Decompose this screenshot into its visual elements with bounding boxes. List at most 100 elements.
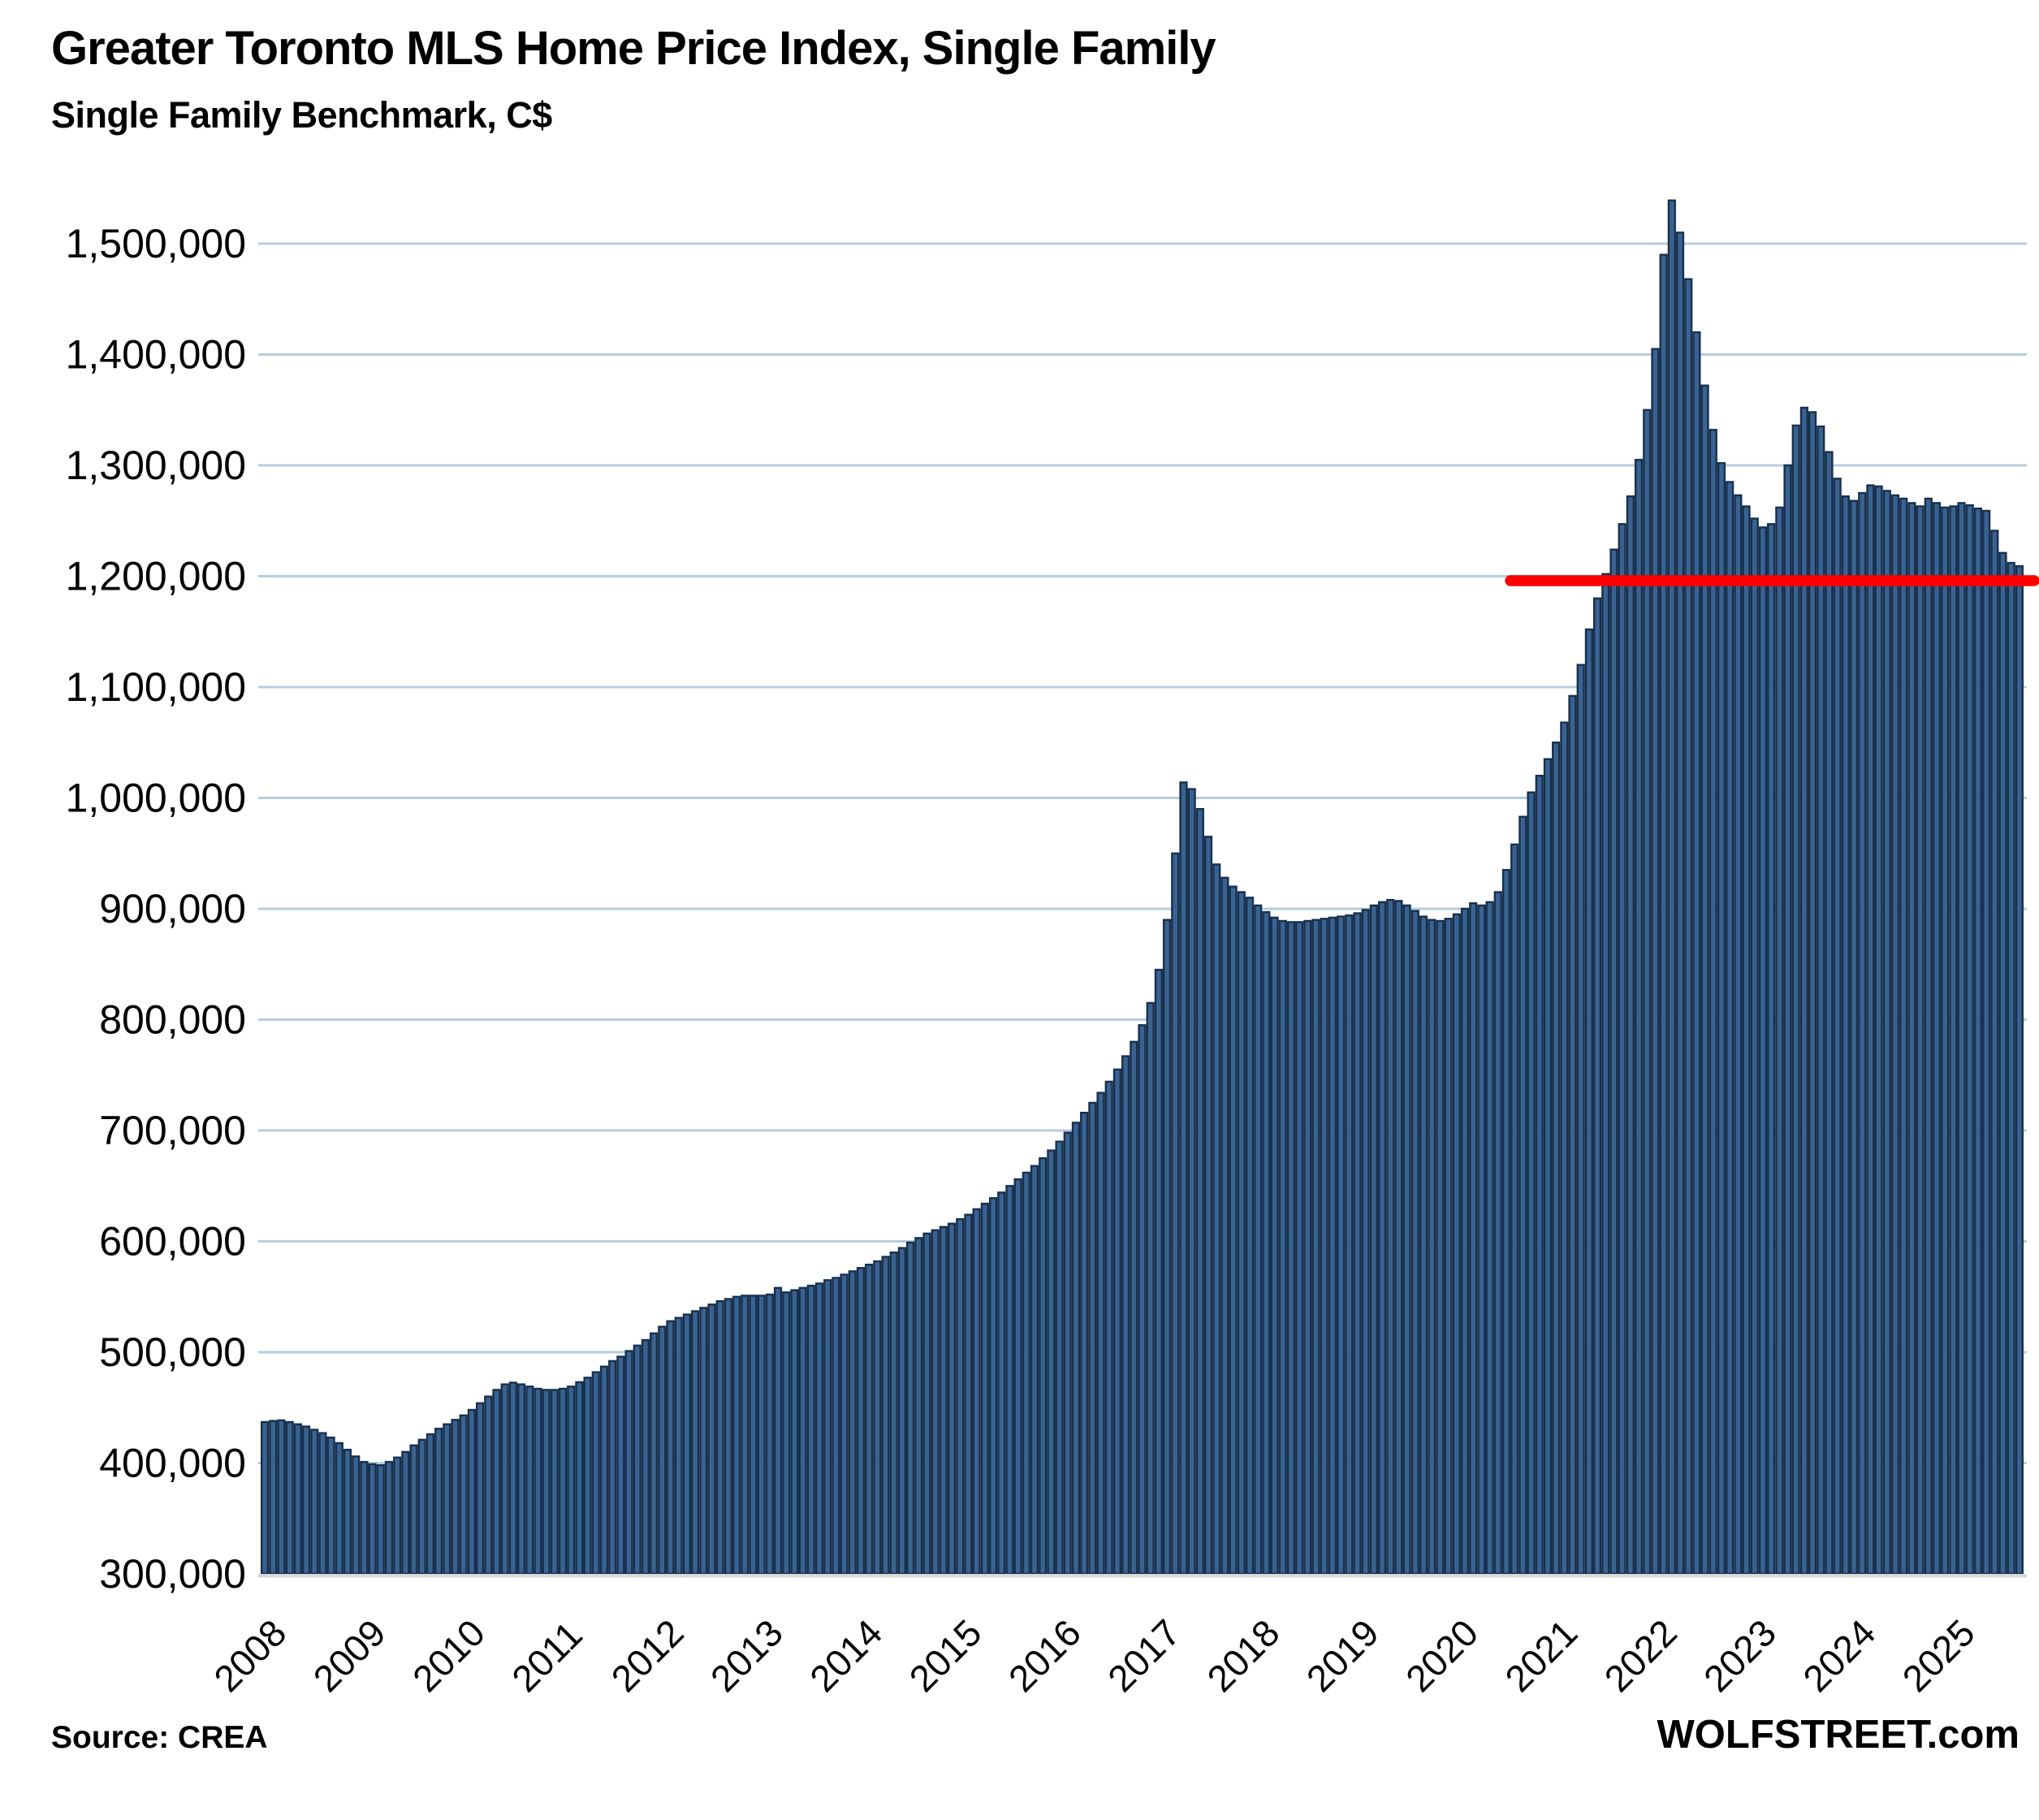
bar-2009-12 xyxy=(451,1419,460,1576)
bar-2017-11 xyxy=(1237,891,1246,1576)
bar-2023-06 xyxy=(1791,424,1800,1576)
bar-2024-08 xyxy=(1907,502,1916,1576)
bar-2022-09 xyxy=(1717,462,1726,1576)
bar-2008-01 xyxy=(261,1420,270,1576)
bar-2016-11 xyxy=(1138,1024,1147,1576)
y-tick-300000: 300,000 xyxy=(99,1551,246,1597)
bar-2008-10 xyxy=(335,1442,343,1576)
bar-2020-11 xyxy=(1535,775,1544,1576)
bar-2008-06 xyxy=(301,1425,311,1576)
bar-2025-08 xyxy=(2007,561,2015,1576)
bar-2024-06 xyxy=(1890,494,1900,1576)
bar-2020-02 xyxy=(1460,907,1470,1576)
bar-2019-03 xyxy=(1369,904,1378,1576)
bar-2024-01 xyxy=(1849,499,1859,1576)
y-tick-700000: 700,000 xyxy=(99,1108,246,1153)
bar-2014-02 xyxy=(865,1263,874,1576)
bar-2020-07 xyxy=(1501,868,1511,1576)
bar-2024-02 xyxy=(1858,491,1867,1576)
bar-2008-09 xyxy=(326,1436,335,1576)
bar-2025-04 xyxy=(1973,508,1983,1576)
bar-2015-03 xyxy=(972,1208,981,1576)
bar-2009-09 xyxy=(426,1433,435,1576)
chart-title: Greater Toronto MLS Home Price Index, Si… xyxy=(51,22,1216,75)
bar-2017-03 xyxy=(1171,852,1180,1576)
source-label: Source: CREA xyxy=(51,1720,268,1755)
bar-2021-11 xyxy=(1634,459,1644,1576)
bar-2008-08 xyxy=(318,1432,327,1576)
bar-2016-10 xyxy=(1130,1040,1138,1576)
y-tick-900000: 900,000 xyxy=(99,886,246,932)
bar-2017-07 xyxy=(1203,836,1213,1576)
bar-2012-06 xyxy=(699,1307,708,1576)
bar-2012-04 xyxy=(682,1313,692,1576)
bar-2015-11 xyxy=(1039,1156,1048,1576)
bar-2013-04 xyxy=(782,1291,791,1576)
x-tick-2014: 2014 xyxy=(801,1611,890,1700)
x-tick-2019: 2019 xyxy=(1298,1611,1387,1700)
bar-2022-04 xyxy=(1675,231,1685,1576)
bar-2015-07 xyxy=(1005,1185,1014,1576)
bar-2019-11 xyxy=(1436,919,1445,1576)
bar-2025-07 xyxy=(1998,551,2007,1576)
x-axis-line xyxy=(258,1574,2027,1578)
x-tick-2009: 2009 xyxy=(305,1611,394,1700)
bar-2020-04 xyxy=(1477,904,1486,1576)
bar-2021-08 xyxy=(1609,548,1618,1576)
bar-2009-06 xyxy=(401,1450,410,1576)
bar-2022-08 xyxy=(1709,429,1717,1576)
bar-2010-06 xyxy=(500,1383,509,1576)
bar-2014-09 xyxy=(922,1232,931,1576)
bar-2025-02 xyxy=(1957,502,1966,1576)
bar-2021-06 xyxy=(1592,597,1602,1576)
bar-2021-01 xyxy=(1552,741,1561,1576)
bar-2012-08 xyxy=(715,1299,724,1576)
x-tick-2016: 2016 xyxy=(1000,1611,1089,1700)
bar-2013-10 xyxy=(832,1277,840,1576)
bar-2009-03 xyxy=(376,1463,385,1576)
bar-2011-11 xyxy=(641,1338,650,1576)
bar-2022-12 xyxy=(1742,505,1751,1576)
bar-2016-08 xyxy=(1112,1068,1122,1576)
bar-2012-02 xyxy=(666,1320,675,1576)
x-tick-2024: 2024 xyxy=(1795,1611,1883,1700)
bar-2011-12 xyxy=(650,1332,659,1576)
bar-2022-11 xyxy=(1734,494,1743,1576)
bar-2019-06 xyxy=(1394,900,1403,1576)
bar-2020-09 xyxy=(1518,815,1527,1576)
x-tick-2015: 2015 xyxy=(901,1611,990,1700)
bar-2008-07 xyxy=(310,1429,319,1576)
bar-2018-02 xyxy=(1262,910,1271,1576)
bar-2018-05 xyxy=(1286,921,1296,1576)
bar-2025-05 xyxy=(1982,509,1991,1576)
x-tick-2017: 2017 xyxy=(1099,1611,1188,1700)
x-tick-2008: 2008 xyxy=(205,1611,294,1700)
bar-2023-02 xyxy=(1758,526,1768,1576)
bar-2023-08 xyxy=(1808,411,1817,1576)
bar-2016-03 xyxy=(1071,1122,1081,1576)
bar-2020-06 xyxy=(1493,891,1502,1576)
bar-2014-11 xyxy=(939,1226,948,1576)
bar-2011-02 xyxy=(567,1386,576,1576)
y-tick-400000: 400,000 xyxy=(99,1441,246,1486)
y-tick-1400000: 1,400,000 xyxy=(66,332,246,378)
bar-2023-04 xyxy=(1775,506,1784,1576)
bar-2015-09 xyxy=(1022,1171,1030,1576)
bar-2024-05 xyxy=(1882,490,1891,1576)
bar-2008-02 xyxy=(269,1420,278,1576)
bar-2022-07 xyxy=(1700,384,1709,1576)
bar-2021-07 xyxy=(1601,573,1610,1576)
bar-2018-03 xyxy=(1270,916,1279,1576)
bar-2023-12 xyxy=(1841,495,1850,1576)
y-tick-500000: 500,000 xyxy=(99,1329,246,1375)
bar-2021-09 xyxy=(1618,523,1626,1576)
y-tick-1000000: 1,000,000 xyxy=(66,776,246,821)
bar-2009-01 xyxy=(360,1460,369,1576)
bar-2020-03 xyxy=(1469,901,1478,1576)
bar-2011-06 xyxy=(599,1365,609,1576)
bar-2017-09 xyxy=(1220,876,1229,1576)
bar-2013-05 xyxy=(790,1289,799,1576)
bar-2017-10 xyxy=(1229,885,1238,1576)
bar-2023-09 xyxy=(1817,426,1825,1576)
bar-2013-02 xyxy=(765,1293,774,1576)
